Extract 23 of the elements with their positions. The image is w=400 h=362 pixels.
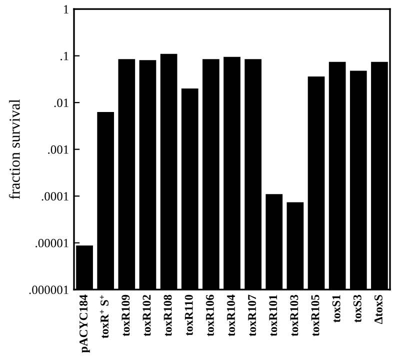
x-tick-label: toxR109 bbox=[122, 294, 130, 336]
x-tick-label: toxR107 bbox=[248, 294, 256, 336]
y-axis-title: fraction survival bbox=[8, 99, 20, 200]
x-tick-label: toxR108 bbox=[164, 294, 172, 336]
x-tick-label: pACYC184 bbox=[80, 294, 90, 353]
x-tick-label: toxS3 bbox=[353, 294, 362, 322]
y-tick-label: .1 bbox=[60, 52, 68, 60]
x-tick-label: toxR104 bbox=[226, 294, 235, 336]
x-tick-label: toxR103 bbox=[290, 294, 298, 336]
y-tick-label: 1 bbox=[64, 5, 68, 14]
x-tick-label: toxR102 bbox=[142, 294, 151, 336]
y-tick-label: .001 bbox=[48, 145, 68, 154]
y-tick-label: .00001 bbox=[36, 238, 68, 248]
x-tick-label: toxR$^{+}$ S$^{+}$ bbox=[100, 295, 109, 338]
x-tick-label: ΔtoxS bbox=[374, 294, 382, 324]
x-tick-label: toxS1 bbox=[332, 295, 340, 322]
y-tick-label: .0001 bbox=[42, 192, 68, 201]
y-tick-label: .000001 bbox=[29, 286, 68, 294]
x-tick-label: toxR110 bbox=[184, 294, 193, 336]
y-tick-label: .01 bbox=[54, 98, 68, 108]
x-tick-label: toxR101 bbox=[269, 295, 278, 336]
x-tick-label: toxR105 bbox=[311, 294, 320, 336]
x-tick-label: toxR106 bbox=[206, 294, 214, 336]
